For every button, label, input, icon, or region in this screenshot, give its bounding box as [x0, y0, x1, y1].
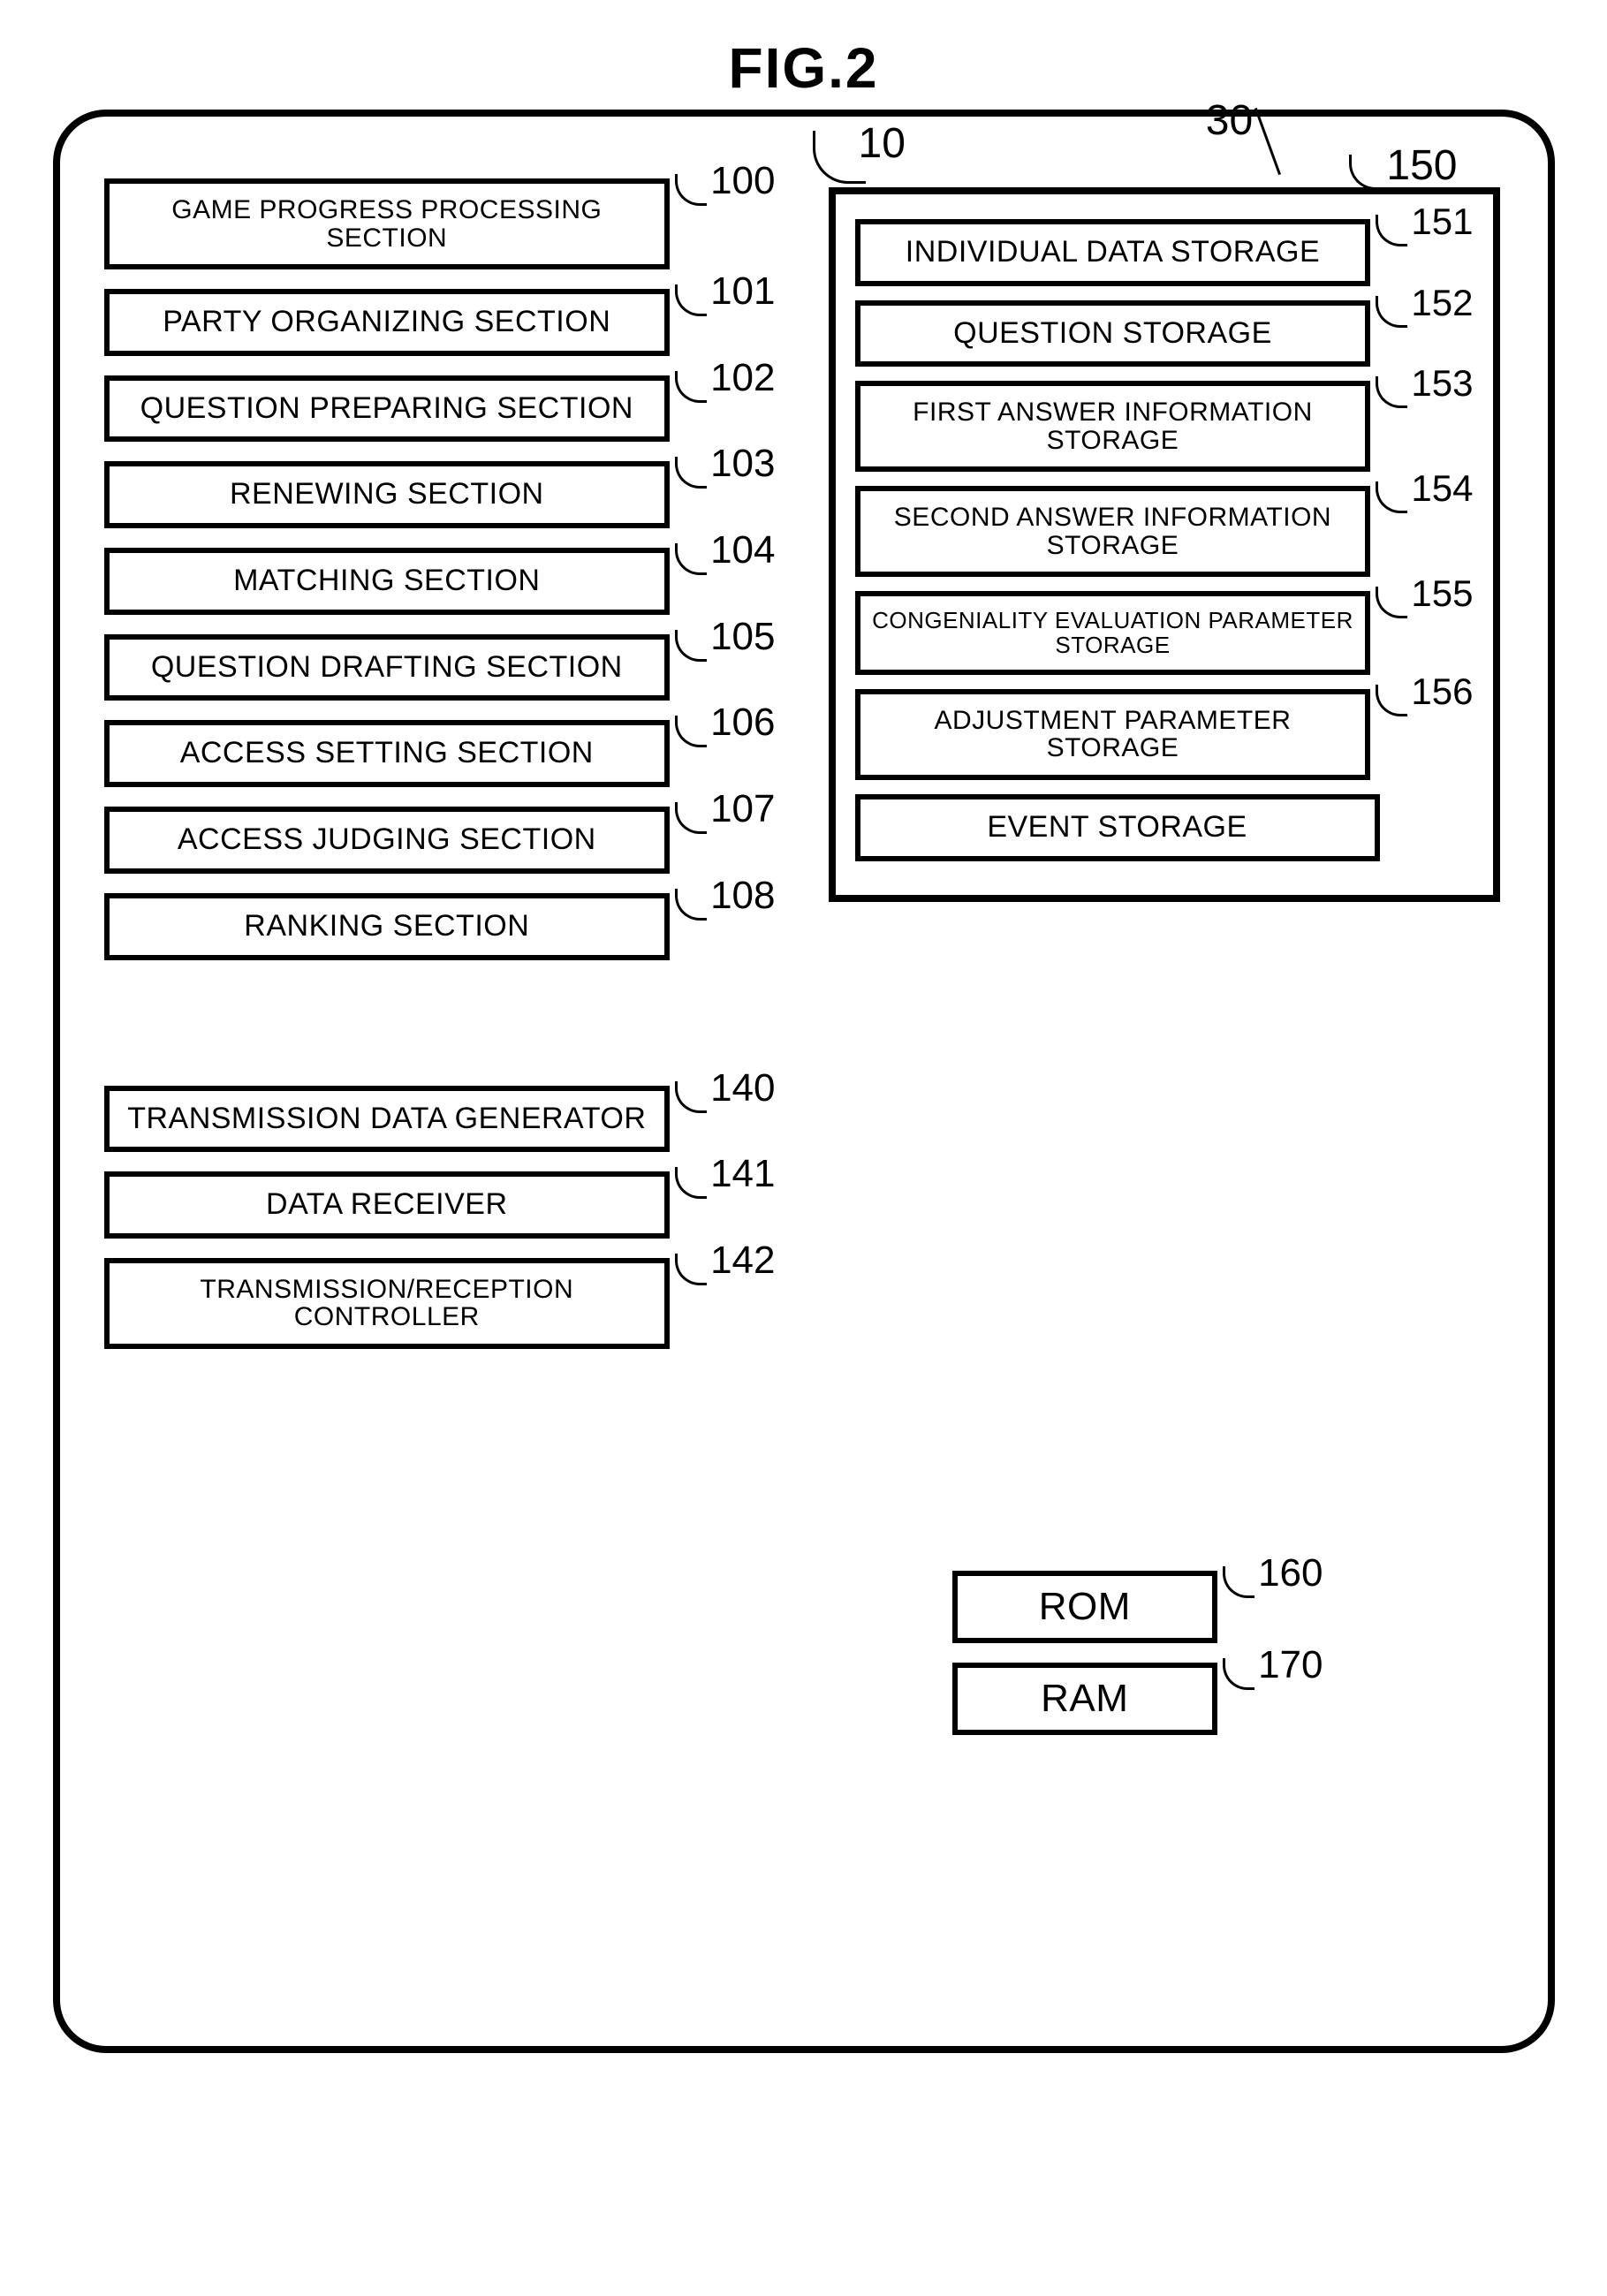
comm-ref: 142 [675, 1247, 775, 1274]
storage-row: ADJUSTMENT PARAMETER STORAGE156 [855, 689, 1474, 780]
figure-container: FIG.2 10 GAME PROGRESS PROCESSING SECTIO… [53, 35, 1555, 2053]
section-ref: 107 [675, 796, 775, 822]
comm-block: TRANSMISSION DATA GENERATOR [104, 1086, 671, 1153]
storage-ref: 156 [1376, 678, 1473, 705]
storage-block: ADJUSTMENT PARAMETER STORAGE [855, 689, 1371, 780]
rom-ram-area: ROM 160 RAM 170 [952, 1571, 1323, 1754]
storage-ref: 152 [1376, 290, 1473, 316]
figure-title: FIG.2 [53, 35, 1555, 101]
section-row: MATCHING SECTION104 [104, 548, 776, 615]
section-row: PARTY ORGANIZING SECTION101 [104, 289, 776, 356]
comm-row: TRANSMISSION DATA GENERATOR140 [104, 1086, 776, 1153]
rom-block: ROM [952, 1571, 1218, 1643]
section-block: RENEWING SECTION [104, 461, 671, 528]
storage-block: CONGENIALITY EVALUATION PARAMETER STORAG… [855, 591, 1371, 675]
rom-ref: 160 [1223, 1560, 1323, 1587]
comm-block: DATA RECEIVER [104, 1171, 671, 1239]
right-column: 30 150 INDIVIDUAL DATA STORAGE151QUESTIO… [829, 178, 1500, 1984]
section-ref: 106 [675, 709, 775, 736]
storage-ref [1385, 784, 1474, 810]
storage-block: SECOND ANSWER INFORMATION STORAGE [855, 486, 1371, 577]
storage-row: CONGENIALITY EVALUATION PARAMETER STORAG… [855, 591, 1474, 675]
section-ref: 108 [675, 883, 775, 909]
storage-container: 150 INDIVIDUAL DATA STORAGE151QUESTION S… [829, 187, 1500, 902]
section-block: ACCESS JUDGING SECTION [104, 807, 671, 874]
section-block: QUESTION DRAFTING SECTION [104, 634, 671, 701]
ram-block: RAM [952, 1663, 1218, 1735]
section-block: ACCESS SETTING SECTION [104, 720, 671, 787]
storage-block: FIRST ANSWER INFORMATION STORAGE [855, 381, 1371, 472]
section-row: QUESTION DRAFTING SECTION105 [104, 634, 776, 701]
comm-ref: 140 [675, 1075, 775, 1102]
storage-ref: 154 [1376, 475, 1473, 502]
storage-row: EVENT STORAGE [855, 794, 1474, 861]
storage-container-ref: 150 [1349, 141, 1457, 190]
storage-row: INDIVIDUAL DATA STORAGE151 [855, 219, 1474, 286]
rom-row: ROM 160 [952, 1571, 1323, 1643]
ram-ref: 170 [1223, 1652, 1323, 1678]
section-ref: 102 [675, 365, 775, 391]
comm-row: TRANSMISSION/RECEPTION CONTROLLER142 [104, 1258, 776, 1349]
storage-row: QUESTION STORAGE152 [855, 300, 1474, 368]
section-row: RENEWING SECTION103 [104, 461, 776, 528]
storage-ref: 151 [1376, 208, 1473, 235]
storage-block: INDIVIDUAL DATA STORAGE [855, 219, 1371, 286]
section-ref: 105 [675, 624, 775, 650]
storage-block: QUESTION STORAGE [855, 300, 1371, 368]
ram-row: RAM 170 [952, 1663, 1323, 1735]
section-ref: 103 [675, 451, 775, 477]
comm-block: TRANSMISSION/RECEPTION CONTROLLER [104, 1258, 671, 1349]
storage-ref: 155 [1376, 580, 1473, 607]
storage-row: FIRST ANSWER INFORMATION STORAGE153 [855, 381, 1474, 472]
storage-group-ref: 30 [1206, 64, 1306, 145]
storage-ref: 153 [1376, 370, 1473, 397]
section-block: GAME PROGRESS PROCESSING SECTION [104, 178, 671, 269]
storage-block: EVENT STORAGE [855, 794, 1380, 861]
section-row: ACCESS SETTING SECTION106 [104, 720, 776, 787]
section-row: GAME PROGRESS PROCESSING SECTION100 [104, 178, 776, 269]
outer-box: GAME PROGRESS PROCESSING SECTION100 PARTY… [53, 110, 1555, 2053]
section-block: MATCHING SECTION [104, 548, 671, 615]
section-row: QUESTION PREPARING SECTION102 [104, 375, 776, 443]
section-ref: 101 [675, 278, 775, 305]
section-block: QUESTION PREPARING SECTION [104, 375, 671, 443]
left-column: GAME PROGRESS PROCESSING SECTION100 PARTY… [104, 178, 776, 1984]
section-block: RANKING SECTION [104, 893, 671, 960]
section-block: PARTY ORGANIZING SECTION [104, 289, 671, 356]
section-ref: 100 [675, 168, 775, 194]
comm-ref: 141 [675, 1161, 775, 1187]
section-ref: 104 [675, 537, 775, 564]
section-row: RANKING SECTION108 [104, 893, 776, 960]
section-row: ACCESS JUDGING SECTION107 [104, 807, 776, 874]
comm-row: DATA RECEIVER141 [104, 1171, 776, 1239]
storage-row: SECOND ANSWER INFORMATION STORAGE154 [855, 486, 1474, 577]
